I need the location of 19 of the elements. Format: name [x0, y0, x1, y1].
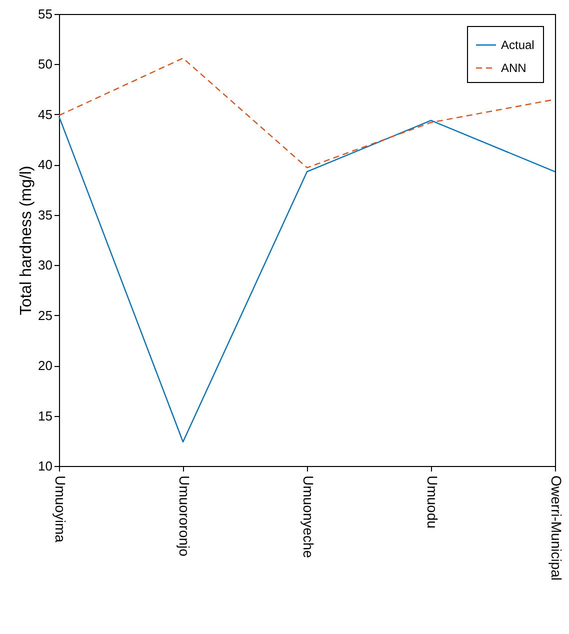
y-tick-label: 20 [38, 358, 52, 374]
x-tick-label: Owerri-Municipal [548, 476, 564, 581]
y-tick-label: 50 [38, 56, 52, 72]
y-tick-label: 25 [38, 308, 52, 323]
y-tick-label: 10 [38, 458, 52, 474]
x-tick-label: Umuororonjo [176, 476, 192, 557]
line-series [58, 116, 556, 442]
y-tick-label: 45 [38, 106, 52, 122]
y-tick-label: 30 [38, 258, 52, 273]
y-axis-title: Total hardness (mg/l) [18, 166, 36, 316]
legend-label: Actual [501, 38, 534, 52]
y-tick-label: 15 [38, 408, 52, 424]
y-tick-label: 55 [38, 6, 52, 22]
x-tick-label: Umuodu [424, 476, 440, 528]
x-tick-label: Umuonyeche [300, 476, 316, 558]
y-tick-label: 35 [38, 207, 52, 222]
x-tick-label: Umuoyima [52, 476, 68, 543]
y-tick-label: 40 [38, 157, 52, 172]
legend-label: ANN [501, 61, 526, 75]
